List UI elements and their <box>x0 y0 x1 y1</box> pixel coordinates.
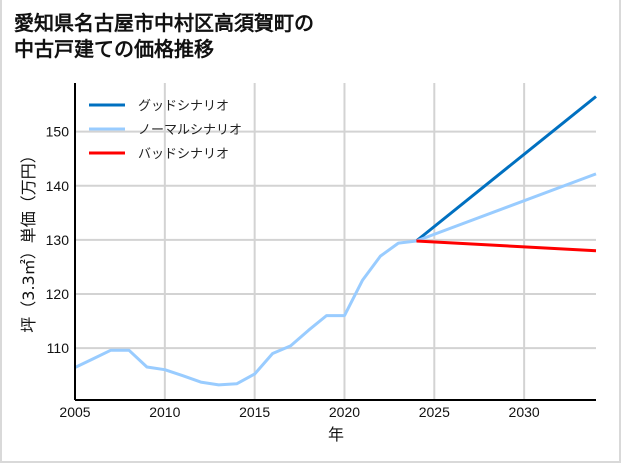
x-tick-label: 2015 <box>239 404 270 420</box>
x-tick-label: 2005 <box>59 404 90 420</box>
y-tick-label: 130 <box>46 232 70 248</box>
grid-lines <box>75 83 596 400</box>
y-tick-label: 140 <box>46 178 70 194</box>
chart-title-line1: 愛知県名古屋市中村区高須賀町の <box>14 11 314 35</box>
x-axis-label: 年 <box>328 425 344 444</box>
legend-label: バッドシナリオ <box>138 147 229 162</box>
axes <box>74 83 596 401</box>
series-line <box>416 239 597 253</box>
series-line <box>74 239 417 387</box>
x-tick-label: 2025 <box>419 404 450 420</box>
y-tick-label: 120 <box>46 286 70 302</box>
x-tick-label: 2020 <box>329 404 360 420</box>
y-axis-label: 坪（3.3㎡）単価（万円） <box>19 147 38 332</box>
legend-label: グッドシナリオ <box>138 99 229 114</box>
chart-title: 愛知県名古屋市中村区高須賀町の 中古戸建ての価格推移 <box>14 10 314 62</box>
chart-title-line2: 中古戸建ての価格推移 <box>14 37 214 61</box>
legend-label: ノーマルシナリオ <box>138 123 242 138</box>
y-tick-label: 150 <box>46 124 70 140</box>
series-line <box>415 172 597 243</box>
data-lines <box>74 95 597 387</box>
series-line <box>415 95 597 243</box>
tick-labels: 2005 2010 2015 2020 2025 2030 110 120 130 140 150 <box>46 124 540 420</box>
x-tick-label: 2030 <box>509 404 540 420</box>
x-tick-label: 2010 <box>149 404 180 420</box>
y-tick-label: 110 <box>47 340 70 356</box>
